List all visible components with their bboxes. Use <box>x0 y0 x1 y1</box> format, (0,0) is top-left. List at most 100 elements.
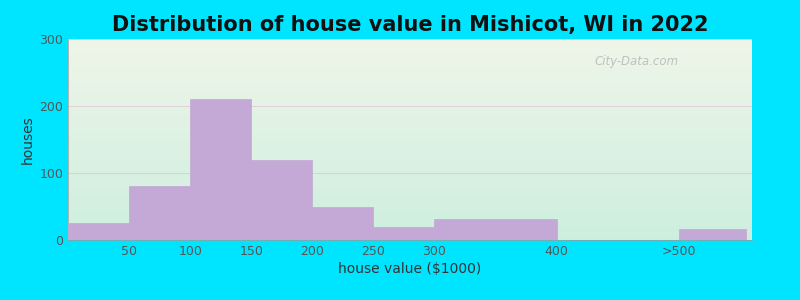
Bar <box>68 137 752 139</box>
Bar <box>68 205 752 206</box>
Bar <box>68 78 752 79</box>
Bar <box>68 50 752 51</box>
Bar <box>68 193 752 194</box>
Bar <box>68 187 752 188</box>
Bar <box>68 59 752 60</box>
Bar <box>68 145 752 146</box>
Bar <box>68 197 752 198</box>
Bar <box>68 181 752 182</box>
Bar <box>68 60 752 61</box>
Bar <box>68 232 752 233</box>
Bar <box>68 120 752 122</box>
Bar <box>434 219 557 240</box>
Bar <box>68 167 752 168</box>
Bar <box>68 214 752 215</box>
Bar <box>68 184 752 185</box>
Bar <box>68 216 752 217</box>
Bar <box>68 71 752 72</box>
Bar <box>68 62 752 63</box>
Bar <box>68 41 752 42</box>
Bar <box>68 139 752 140</box>
Bar <box>68 51 752 52</box>
Bar <box>68 98 752 99</box>
Bar <box>68 122 752 123</box>
Bar <box>68 131 752 133</box>
Bar <box>68 191 752 192</box>
Bar <box>68 201 752 202</box>
Bar <box>68 68 752 69</box>
Bar <box>68 88 752 89</box>
Bar <box>68 89 752 90</box>
Bar <box>68 100 752 101</box>
Bar <box>68 190 752 191</box>
Bar <box>68 189 752 190</box>
Bar <box>68 220 752 221</box>
Bar <box>68 175 752 176</box>
Bar <box>68 169 752 170</box>
Bar <box>68 124 752 125</box>
Bar <box>68 157 752 158</box>
Bar <box>68 200 752 201</box>
Bar <box>68 129 752 130</box>
Bar <box>68 105 752 106</box>
Bar <box>68 99 752 100</box>
Bar <box>68 107 752 108</box>
Bar <box>68 119 752 120</box>
Bar <box>68 53 752 54</box>
Bar <box>68 237 752 238</box>
Bar <box>68 42 752 43</box>
Bar <box>68 173 752 174</box>
Bar <box>68 159 752 160</box>
Bar <box>68 171 752 172</box>
Bar <box>68 86 752 87</box>
Bar <box>68 168 752 169</box>
X-axis label: house value ($1000): house value ($1000) <box>338 262 482 276</box>
Bar <box>68 194 752 195</box>
Bar <box>68 239 752 240</box>
Bar <box>68 64 752 65</box>
Bar <box>68 218 752 219</box>
Bar <box>678 229 746 240</box>
Bar <box>68 142 752 143</box>
Bar <box>68 72 752 73</box>
Bar <box>190 99 251 240</box>
Bar <box>68 231 752 232</box>
Bar <box>68 40 752 41</box>
Bar <box>68 49 752 50</box>
Bar <box>68 233 752 234</box>
Bar <box>68 178 752 179</box>
Bar <box>68 44 752 45</box>
Bar <box>68 114 752 116</box>
Bar <box>68 172 752 173</box>
Bar <box>68 83 752 84</box>
Bar <box>68 177 752 178</box>
Bar <box>68 153 752 154</box>
Bar <box>68 136 752 137</box>
Bar <box>68 126 752 128</box>
Bar <box>68 43 752 44</box>
Bar <box>68 109 752 110</box>
Bar <box>68 209 752 210</box>
Bar <box>68 195 752 196</box>
Bar <box>68 166 752 167</box>
Bar <box>68 199 752 200</box>
Bar <box>68 154 752 156</box>
Bar <box>68 93 752 94</box>
Bar <box>68 102 752 103</box>
Bar <box>68 95 752 96</box>
Bar <box>68 234 752 235</box>
Bar <box>68 79 752 80</box>
Bar <box>68 230 752 231</box>
Bar <box>68 143 752 145</box>
Title: Distribution of house value in Mishicot, WI in 2022: Distribution of house value in Mishicot,… <box>112 15 708 35</box>
Bar <box>68 180 752 181</box>
Bar <box>68 223 752 224</box>
Bar <box>68 192 752 193</box>
Bar <box>68 96 752 97</box>
Bar <box>68 76 752 77</box>
Bar <box>312 206 374 240</box>
Bar <box>68 47 752 48</box>
Y-axis label: houses: houses <box>21 115 35 164</box>
Bar <box>68 65 752 66</box>
Bar <box>68 94 752 95</box>
